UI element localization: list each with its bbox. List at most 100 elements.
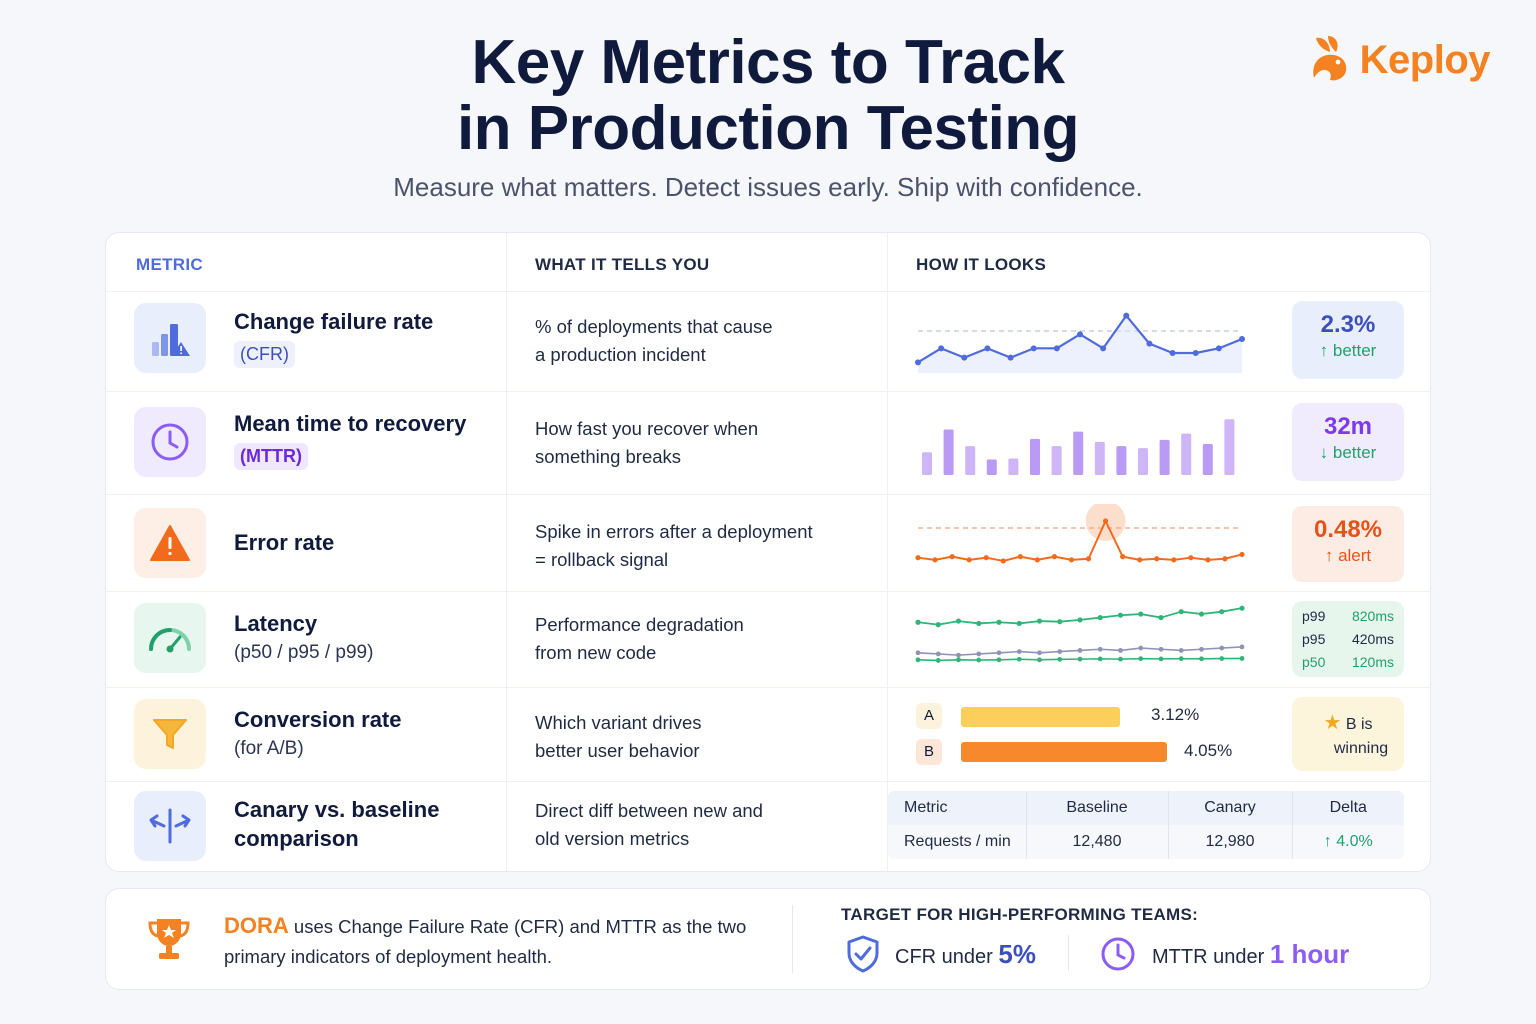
p99-point bbox=[1219, 609, 1225, 615]
p50-point bbox=[1118, 656, 1123, 662]
mttr-bar bbox=[1181, 433, 1192, 475]
latency-line-chart bbox=[915, 605, 1245, 663]
winner-text: winning bbox=[1333, 740, 1389, 757]
cfr-point bbox=[1077, 331, 1083, 338]
error-rate-point bbox=[966, 557, 972, 563]
mttr-bar bbox=[1224, 419, 1235, 475]
p50-point bbox=[1239, 656, 1245, 661]
cfr-point bbox=[915, 359, 921, 366]
metric-description: Spike in errors after a deployment = rol… bbox=[535, 518, 865, 574]
column-divider-2 bbox=[887, 233, 888, 871]
p99-point bbox=[1057, 619, 1063, 625]
description-line: How fast you recover when bbox=[535, 418, 759, 439]
p95-point bbox=[1057, 649, 1063, 655]
p50-point bbox=[976, 657, 982, 663]
mttr-stat-card: 32m ↓ better bbox=[1292, 403, 1404, 481]
p99-point bbox=[915, 619, 921, 625]
p99-point bbox=[1239, 605, 1245, 611]
p99-point bbox=[1198, 611, 1205, 617]
p99-point bbox=[935, 622, 941, 628]
cfr-point bbox=[1192, 350, 1199, 356]
variant-a-value: 3.12% bbox=[1151, 705, 1200, 724]
description-line: Direct diff between new and bbox=[535, 800, 763, 821]
metric-title: Latency bbox=[234, 611, 318, 636]
stat-value: 32m bbox=[1323, 413, 1373, 440]
legend-label: p99 bbox=[1302, 608, 1326, 624]
stat-note: ↑ better bbox=[1319, 341, 1377, 360]
p50-point bbox=[1016, 656, 1022, 662]
metric-title: Mean time to recovery bbox=[234, 411, 467, 436]
stat-note: ↑ alert bbox=[1324, 546, 1372, 565]
mttr-bar bbox=[1159, 439, 1170, 475]
row-cfr: Change failure rate (CFR) % of deploymen… bbox=[106, 291, 1430, 391]
p99-point bbox=[1117, 612, 1124, 618]
comparison-grid: Metric Baseline Canary Delta Requests / … bbox=[888, 791, 1404, 859]
comparison-header: Metric bbox=[888, 791, 1027, 825]
funnel-icon bbox=[134, 699, 206, 769]
cfr-point bbox=[961, 354, 968, 361]
p99-point bbox=[1138, 611, 1144, 617]
title-line-2: in Production Testing bbox=[456, 94, 1080, 163]
variant-b-label: B bbox=[916, 739, 942, 765]
mttr-bar bbox=[1138, 448, 1148, 475]
column-header-tells: WHAT IT TELLS YOU bbox=[535, 255, 710, 274]
p50-point bbox=[996, 657, 1002, 663]
row-latency: Latency (p50 / p95 / p99) Performance de… bbox=[106, 591, 1430, 687]
comparison-cell: Requests / min bbox=[888, 825, 1027, 859]
error-rate-point bbox=[1188, 555, 1194, 561]
description-line: Performance degradation bbox=[535, 614, 744, 635]
warning-triangle-icon bbox=[134, 508, 206, 578]
p50-point bbox=[956, 657, 961, 663]
metric-subtitle: (for A/B) bbox=[234, 738, 304, 759]
p50-point bbox=[1138, 656, 1144, 662]
mttr-bar bbox=[1008, 458, 1019, 475]
cfr-target: CFR under 5% bbox=[895, 939, 1036, 970]
legend-row-p95: p95 420ms bbox=[1302, 628, 1394, 651]
row-canary: Canary vs. baseline comparison Direct di… bbox=[106, 781, 1430, 871]
row-error-rate: Error rate Spike in errors after a deplo… bbox=[106, 494, 1430, 591]
metric-abbrev-pill: (CFR) bbox=[234, 341, 295, 368]
cfr-line-chart bbox=[915, 312, 1245, 373]
error-rate-point bbox=[1171, 557, 1177, 563]
error-rate-point bbox=[949, 554, 955, 560]
p50-point bbox=[1057, 656, 1063, 662]
error-line-chart bbox=[915, 504, 1245, 564]
mttr-bar bbox=[943, 429, 954, 475]
row-divider bbox=[106, 687, 1430, 688]
row-mttr: Mean time to recovery (MTTR) How fast yo… bbox=[106, 391, 1430, 494]
dora-text: uses Change Failure Rate (CFR) and MTTR … bbox=[293, 916, 747, 937]
cfr-target-value: 5% bbox=[998, 939, 1036, 969]
variant-a-label: A bbox=[916, 703, 942, 729]
metric-abbrev: (CFR) bbox=[234, 341, 295, 368]
metric-description: Performance degradation from new code bbox=[535, 611, 865, 667]
comparison-row: Requests / min 12,480 12,980 ↑ 4.0% bbox=[888, 825, 1404, 859]
metric-title: Error rate bbox=[234, 530, 335, 555]
p50-point bbox=[1219, 656, 1225, 661]
description-line: old version metrics bbox=[535, 828, 690, 849]
trophy-icon bbox=[146, 915, 192, 968]
p95-point bbox=[935, 651, 941, 657]
p99-point bbox=[1077, 617, 1083, 623]
p95-point bbox=[1097, 646, 1103, 652]
p95-point bbox=[976, 651, 982, 657]
star-icon: ★ bbox=[1323, 712, 1342, 734]
comparison-cell-delta: ↑ 4.0% bbox=[1323, 833, 1373, 850]
row-divider bbox=[106, 291, 1430, 292]
p95-point bbox=[1199, 646, 1204, 652]
clock-icon bbox=[134, 407, 206, 477]
error-rate-point bbox=[1205, 557, 1211, 563]
error-rate-point bbox=[1000, 558, 1006, 564]
p99-point bbox=[1036, 618, 1043, 624]
stat-note: ↓ better bbox=[1319, 443, 1377, 462]
description-line: from new code bbox=[535, 642, 657, 663]
mttr-bar bbox=[1202, 444, 1213, 475]
comparison-header-row: Metric Baseline Canary Delta bbox=[888, 791, 1404, 825]
dora-highlight: DORA bbox=[224, 913, 289, 938]
column-header-metric: METRIC bbox=[136, 255, 203, 274]
dora-note-line: primary indicators of deployment health. bbox=[224, 946, 553, 967]
error-rate-point bbox=[983, 555, 989, 561]
bar-chart-warning-icon bbox=[134, 303, 206, 373]
rabbit-logo-icon bbox=[1312, 36, 1346, 81]
p50-point bbox=[1037, 657, 1042, 663]
legend-row-p50: p50 120ms bbox=[1302, 651, 1394, 674]
